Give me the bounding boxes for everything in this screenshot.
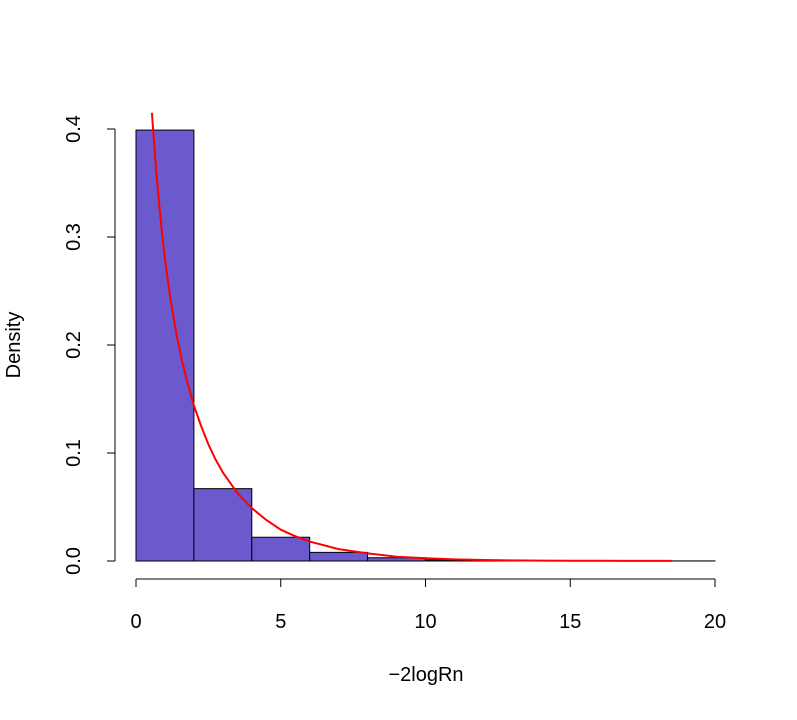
x-tick-label: 0	[130, 611, 141, 633]
y-tick-label: 0.0	[63, 547, 85, 575]
x-axis: 0 5 10 15 20	[130, 578, 726, 633]
x-tick-label: 20	[704, 611, 726, 633]
x-axis-title: −2logRn	[388, 664, 463, 686]
histogram-bar	[309, 551, 369, 562]
histogram-bars	[135, 129, 716, 562]
y-tick-label: 0.3	[63, 223, 85, 251]
histogram-bar	[251, 536, 311, 562]
x-tick-label: 15	[559, 611, 581, 633]
y-axis-title: Density	[3, 312, 25, 379]
y-tick-label: 0.4	[63, 115, 85, 143]
y-axis: 0.0 0.1 0.2 0.3 0.4	[63, 115, 116, 575]
y-tick-label: 0.2	[63, 331, 85, 359]
histogram-bar	[135, 129, 195, 562]
y-tick-label: 0.1	[63, 439, 85, 467]
x-tick-label: 10	[414, 611, 436, 633]
histogram-bar	[193, 488, 253, 562]
density-curve	[150, 112, 672, 562]
x-tick-label: 5	[275, 611, 286, 633]
histogram-bar	[367, 557, 427, 562]
